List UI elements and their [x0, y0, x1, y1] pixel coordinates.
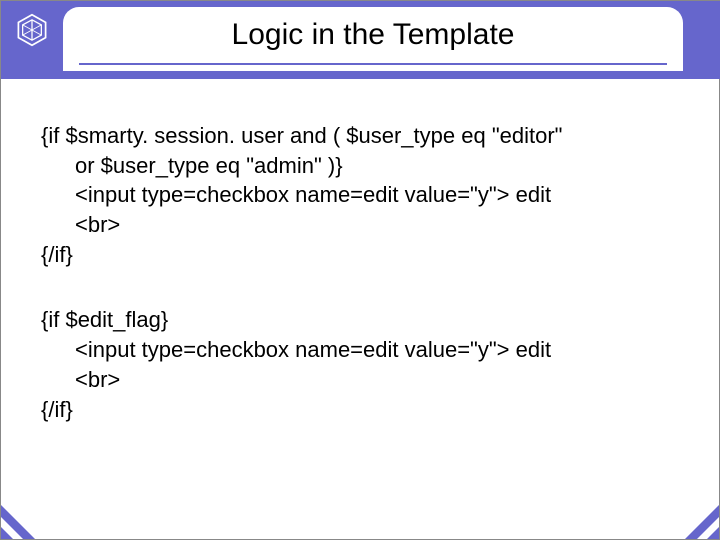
code-line: <br> [41, 365, 679, 395]
code-block-1: {if $smarty. session. user and ( $user_t… [41, 121, 679, 269]
code-line: <input type=checkbox name=edit value="y"… [41, 335, 679, 365]
corner-decoration-icon [1, 527, 13, 539]
code-line: <input type=checkbox name=edit value="y"… [41, 180, 679, 210]
title-box: Logic in the Template [63, 7, 683, 71]
code-line: or $user_type eq "admin" )} [41, 151, 679, 181]
slide: Logic in the Template {if $smarty. sessi… [0, 0, 720, 540]
code-line: <br> [41, 210, 679, 240]
code-block-2: {if $edit_flag} <input type=checkbox nam… [41, 305, 679, 424]
code-line: {if $smarty. session. user and ( $user_t… [41, 121, 679, 151]
slide-content: {if $smarty. session. user and ( $user_t… [41, 121, 679, 424]
slide-title: Logic in the Template [232, 18, 515, 52]
title-underline [79, 63, 667, 65]
code-line: {if $edit_flag} [41, 305, 679, 335]
corner-decoration-icon [707, 527, 719, 539]
logo-icon [15, 13, 49, 47]
code-line: {/if} [41, 240, 679, 270]
code-line: {/if} [41, 395, 679, 425]
